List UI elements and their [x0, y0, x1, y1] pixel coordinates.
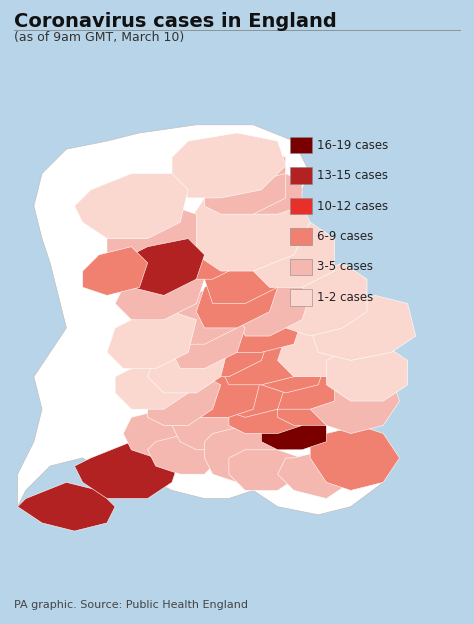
Polygon shape — [123, 238, 204, 295]
Polygon shape — [278, 450, 351, 499]
Bar — [290, 137, 312, 154]
Polygon shape — [172, 222, 253, 279]
Text: (as of 9am GMT, March 10): (as of 9am GMT, March 10) — [14, 31, 184, 44]
Polygon shape — [115, 361, 188, 409]
Polygon shape — [107, 206, 196, 279]
Polygon shape — [310, 426, 400, 490]
Bar — [290, 290, 312, 306]
Bar — [290, 228, 312, 245]
Polygon shape — [74, 173, 188, 238]
Text: 6-9 cases: 6-9 cases — [317, 230, 374, 243]
Polygon shape — [123, 409, 204, 458]
Text: 10-12 cases: 10-12 cases — [317, 200, 388, 213]
Polygon shape — [278, 320, 367, 377]
Text: Coronavirus cases in England: Coronavirus cases in England — [14, 12, 337, 31]
Polygon shape — [221, 303, 302, 353]
Polygon shape — [310, 295, 416, 361]
Polygon shape — [172, 133, 286, 198]
Polygon shape — [204, 426, 278, 482]
Polygon shape — [261, 369, 335, 409]
Polygon shape — [229, 393, 302, 434]
Polygon shape — [261, 409, 327, 450]
Bar — [290, 259, 312, 275]
Polygon shape — [82, 246, 147, 295]
Bar — [290, 167, 312, 183]
Polygon shape — [237, 173, 302, 214]
Text: 1-2 cases: 1-2 cases — [317, 291, 374, 304]
Text: PA graphic. Source: Public Health England: PA graphic. Source: Public Health Englan… — [14, 600, 248, 610]
Polygon shape — [18, 125, 383, 515]
Polygon shape — [147, 336, 229, 393]
Polygon shape — [172, 401, 237, 450]
Polygon shape — [204, 246, 286, 303]
Polygon shape — [115, 271, 204, 320]
Polygon shape — [237, 279, 310, 336]
Polygon shape — [18, 482, 115, 531]
Polygon shape — [147, 377, 221, 426]
Polygon shape — [196, 271, 278, 328]
Polygon shape — [204, 165, 286, 214]
Polygon shape — [253, 222, 335, 287]
Text: 16-19 cases: 16-19 cases — [317, 139, 388, 152]
Polygon shape — [156, 287, 245, 344]
Polygon shape — [221, 369, 286, 417]
Polygon shape — [188, 369, 261, 417]
Text: 3-5 cases: 3-5 cases — [317, 260, 373, 273]
Polygon shape — [74, 442, 180, 499]
Polygon shape — [172, 311, 245, 369]
Polygon shape — [261, 344, 327, 393]
Polygon shape — [310, 369, 400, 434]
Polygon shape — [188, 182, 310, 271]
Polygon shape — [221, 149, 286, 182]
Polygon shape — [147, 434, 221, 474]
Polygon shape — [327, 344, 408, 401]
Polygon shape — [229, 450, 302, 490]
Polygon shape — [286, 263, 367, 336]
Polygon shape — [278, 385, 351, 426]
Polygon shape — [188, 328, 270, 377]
Polygon shape — [107, 311, 196, 369]
Polygon shape — [221, 336, 302, 385]
Bar — [290, 198, 312, 214]
Text: 13-15 cases: 13-15 cases — [317, 169, 388, 182]
